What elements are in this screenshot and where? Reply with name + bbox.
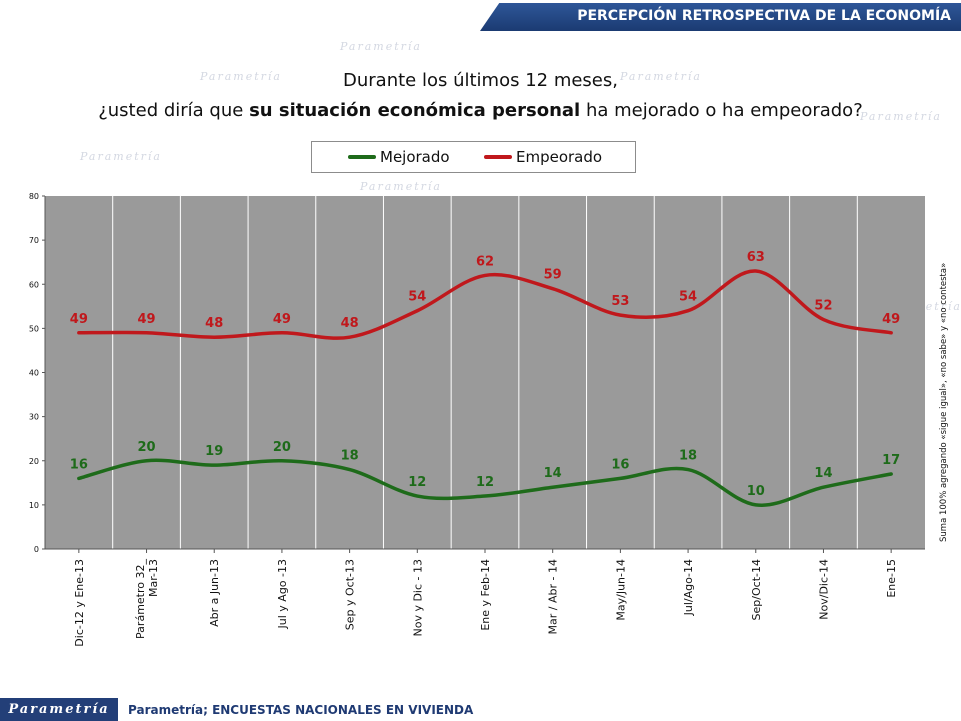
data-label: 62 (476, 254, 494, 269)
watermark-text: Parametría (340, 40, 422, 53)
x-tick-label: Jul/Ago-14 (682, 559, 695, 616)
data-label: 49 (70, 312, 88, 327)
data-label: 49 (273, 312, 291, 327)
y-tick-label: 30 (29, 413, 39, 422)
data-label: 54 (679, 290, 697, 305)
watermark-text: Parametría (620, 70, 702, 83)
series-line-empeorado (77, 269, 893, 340)
x-tick-label: Sep/Oct-14 (750, 559, 763, 620)
data-label: 52 (814, 299, 832, 314)
y-tick-label: 40 (29, 369, 39, 378)
data-label: 59 (544, 268, 562, 283)
x-tick-label: Jul y Ago -13 (276, 559, 289, 629)
header-bar: PERCEPCIÓN RETROSPECTIVA DE LA ECONOMÍA (480, 3, 961, 31)
side-note-text: Suma 100% agregando «sigue igual», «no s… (939, 263, 949, 542)
x-tick-label: Abr a Jun-13 (208, 559, 221, 627)
x-tick-label: Mar / Abr - 14 (547, 559, 560, 634)
x-tick-label: Ene y Feb-14 (479, 559, 492, 631)
watermark-text: Parametría (80, 150, 162, 163)
data-label: 17 (882, 453, 900, 468)
x-tick-label: Sep y Oct-13 (344, 559, 357, 630)
data-label: 18 (341, 449, 359, 464)
y-tick-label: 80 (29, 192, 39, 201)
question-line-2: ¿usted diría que su situación económica … (0, 100, 961, 121)
page-title: PERCEPCIÓN RETROSPECTIVA DE LA ECONOMÍA (577, 8, 951, 24)
legend-item-mejorado: Mejorado (348, 147, 450, 167)
data-label: 48 (205, 316, 223, 331)
legend-item-empeorado: Empeorado (484, 147, 602, 167)
watermark-text: Parametría (200, 70, 282, 83)
x-tick-label: Dic-12 y Ene-13 (73, 559, 86, 647)
footer-logo: Parametría (0, 698, 118, 721)
chart-legend: Mejorado Empeorado (311, 141, 636, 173)
x-tick-label: Mar-13 (147, 559, 160, 597)
data-label: 63 (747, 250, 765, 265)
data-label: 49 (137, 312, 155, 327)
data-label: 16 (70, 457, 88, 472)
data-label: 20 (137, 440, 155, 455)
x-tick-label: Nov y Dic - 13 (411, 559, 424, 637)
question-post: ha mejorado o ha empeorado? (580, 100, 863, 121)
data-label: 12 (476, 475, 494, 490)
y-tick-label: 50 (29, 324, 39, 333)
y-tick-label: 10 (29, 501, 39, 510)
y-tick-label: 60 (29, 280, 39, 289)
y-tick-label: 20 (29, 457, 39, 466)
x-tick-label: Parámetro 32_ (134, 559, 147, 639)
data-label: 53 (611, 294, 629, 309)
watermark-text: Parametría (360, 180, 442, 193)
data-label: 20 (273, 440, 291, 455)
data-label: 14 (544, 466, 562, 481)
legend-swatch-mejorado (348, 155, 376, 159)
question-pre: ¿usted diría que (98, 100, 250, 121)
y-tick-label: 0 (34, 545, 39, 554)
data-label: 19 (205, 444, 223, 459)
data-label: 48 (341, 316, 359, 331)
legend-label-mejorado: Mejorado (380, 148, 450, 166)
data-label: 14 (814, 466, 832, 481)
data-label: 18 (679, 449, 697, 464)
data-label: 49 (882, 312, 900, 327)
plot-area (45, 196, 925, 549)
source-note: Parametría; ENCUESTAS NACIONALES EN VIVI… (128, 703, 474, 717)
legend-swatch-empeorado (484, 155, 512, 159)
data-label: 12 (408, 475, 426, 490)
x-tick-label: Nov/Dic-14 (817, 559, 830, 620)
question-emphasis: su situación económica personal (249, 100, 581, 121)
legend-label-empeorado: Empeorado (516, 148, 603, 166)
side-note: Suma 100% agregando «sigue igual», «no s… (939, 263, 949, 542)
data-label: 54 (408, 290, 426, 305)
y-tick-label: 70 (29, 236, 39, 245)
question-line-1: Durante los últimos 12 meses, (343, 70, 618, 91)
data-label: 10 (747, 484, 765, 499)
data-label: 16 (611, 457, 629, 472)
series-line-mejorado (77, 458, 893, 507)
x-tick-label: Ene-15 (885, 559, 898, 598)
watermark-text: Parametría (860, 110, 942, 123)
x-tick-label: May/Jun-14 (614, 559, 627, 621)
